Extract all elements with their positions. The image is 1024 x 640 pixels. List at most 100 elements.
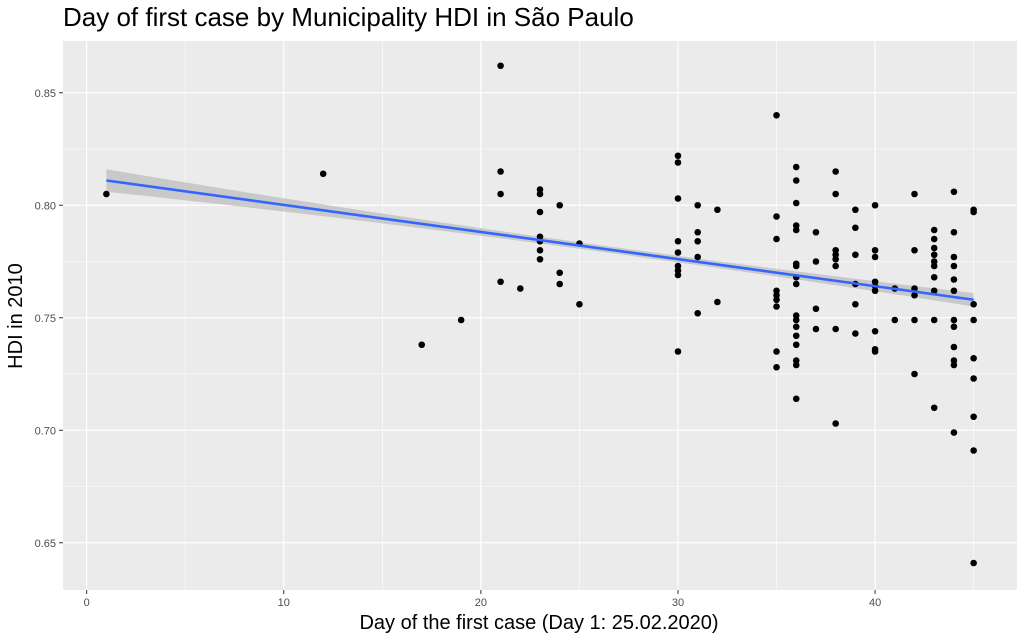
data-point (911, 246, 918, 254)
data-point (674, 152, 682, 160)
data-point (871, 246, 879, 254)
data-point (832, 190, 839, 198)
data-point (871, 253, 879, 261)
x-tick-label: 40 (869, 597, 881, 609)
data-point (852, 300, 859, 308)
data-point (773, 363, 780, 371)
data-point (970, 300, 977, 308)
data-point (950, 262, 958, 270)
data-point (832, 255, 839, 263)
data-point (832, 262, 839, 270)
data-point (536, 246, 544, 254)
data-point (773, 296, 780, 304)
data-point (497, 190, 504, 198)
data-point (852, 330, 859, 337)
data-point (891, 316, 899, 324)
data-point (970, 375, 977, 382)
data-point (792, 163, 800, 171)
x-tick-label: 30 (672, 597, 684, 609)
data-point (852, 224, 859, 232)
plot-panel (63, 41, 1017, 590)
x-axis-title: Day of the first case (Day 1: 25.02.2020… (359, 612, 718, 634)
data-point (970, 316, 977, 324)
data-point (674, 271, 682, 279)
trend-line (106, 179, 974, 302)
data-point (950, 323, 958, 331)
data-point (792, 199, 800, 207)
data-point (970, 559, 977, 567)
data-point (773, 235, 780, 243)
data-point (497, 278, 504, 286)
data-point (674, 249, 682, 256)
data-point (871, 287, 879, 295)
data-point (694, 309, 701, 317)
data-point (792, 395, 800, 403)
data-point (950, 188, 958, 196)
data-point (852, 206, 859, 214)
data-point (812, 228, 820, 236)
data-point (950, 287, 958, 295)
data-point (970, 354, 977, 362)
minor-gridlines (63, 41, 1017, 590)
data-point (674, 159, 682, 166)
x-tick-label: 10 (278, 597, 290, 609)
y-tick-label: 0.80 (35, 200, 56, 212)
data-point (911, 370, 918, 378)
data-point (950, 429, 958, 436)
data-point (674, 348, 682, 355)
data-point (792, 226, 800, 234)
data-point (812, 325, 820, 333)
data-point (950, 228, 958, 236)
data-point (970, 447, 977, 454)
data-point (871, 348, 879, 355)
data-point (556, 201, 564, 209)
data-point (792, 332, 800, 340)
data-point (792, 323, 800, 331)
data-point (970, 413, 977, 421)
data-point (950, 276, 958, 283)
data-point (930, 226, 938, 234)
data-point (950, 316, 958, 324)
data-point (792, 177, 800, 184)
y-tick-label: 0.70 (35, 425, 56, 437)
data-point (103, 190, 110, 198)
data-point (930, 251, 938, 259)
x-axis: 0 10 20 30 40 (84, 590, 881, 609)
y-tick-label: 0.65 (35, 538, 56, 550)
data-point (773, 213, 780, 220)
data-point (792, 280, 800, 288)
data-point (950, 343, 958, 351)
y-axis: 0.65 0.70 0.75 0.80 0.85 (35, 88, 63, 550)
data-point (536, 190, 544, 198)
data-point (871, 327, 879, 335)
data-point (832, 325, 839, 333)
data-point (930, 262, 938, 270)
data-point (694, 201, 701, 209)
data-point (950, 361, 958, 369)
x-tick-label: 0 (84, 597, 90, 609)
data-point (457, 316, 465, 324)
data-point (911, 291, 918, 299)
data-point (871, 201, 879, 209)
data-point (576, 300, 583, 308)
data-point (930, 273, 938, 281)
data-point (714, 206, 721, 214)
major-gridlines (63, 41, 1017, 590)
data-point (497, 62, 504, 70)
data-point (930, 235, 938, 243)
data-point (773, 111, 780, 119)
data-point (694, 237, 701, 245)
data-point (832, 420, 839, 427)
data-point (792, 262, 800, 270)
data-point (930, 244, 938, 252)
x-tick-label: 20 (475, 597, 487, 609)
data-point (694, 228, 701, 236)
data-point (930, 404, 938, 412)
y-tick-label: 0.75 (35, 313, 56, 325)
data-point (930, 316, 938, 324)
data-points (103, 62, 977, 567)
data-point (911, 316, 918, 324)
y-tick-label: 0.85 (35, 88, 56, 100)
data-point (714, 298, 721, 306)
